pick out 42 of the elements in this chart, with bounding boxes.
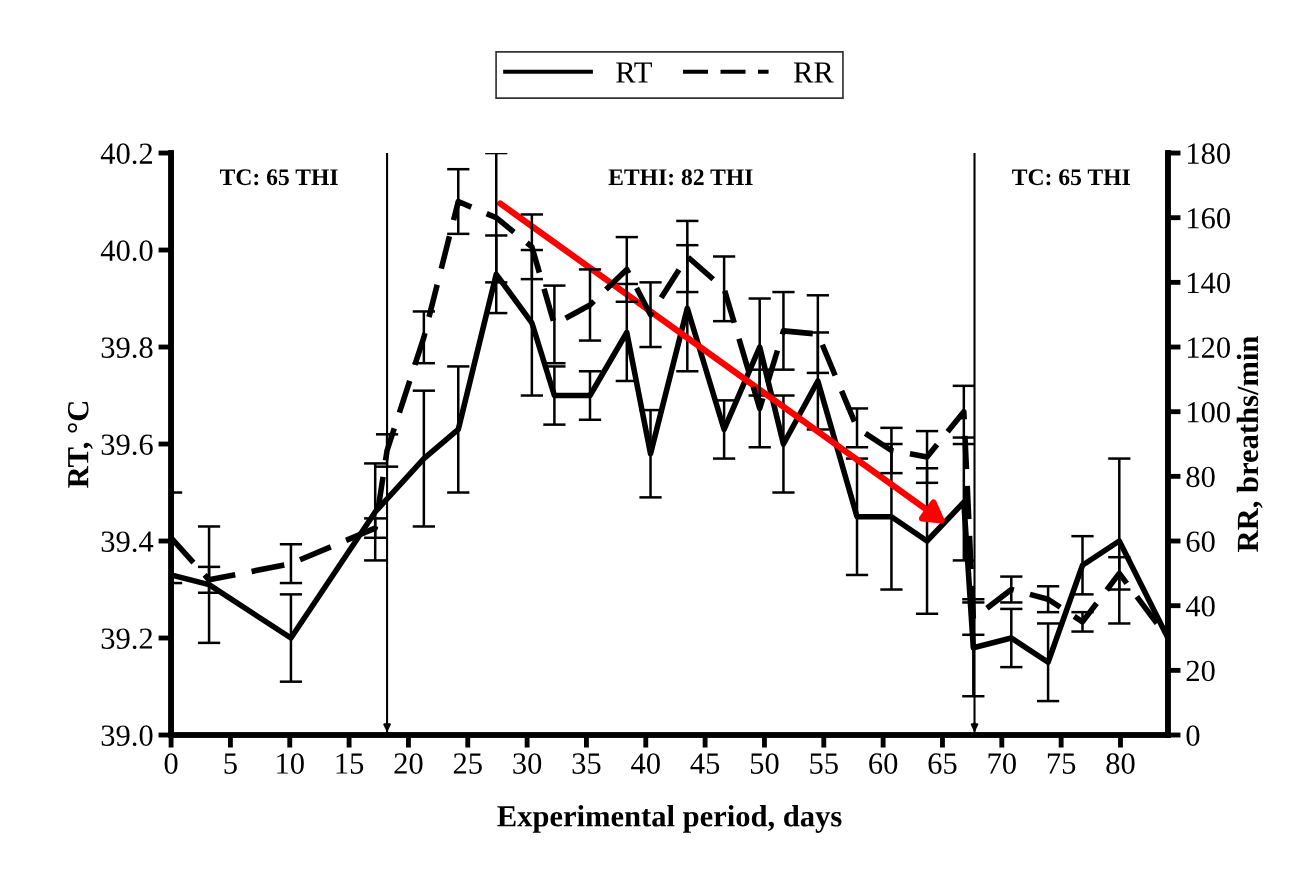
x-tick-label: 60 [869, 753, 898, 774]
x-tick-label: 25 [453, 753, 482, 774]
y2-tick-label: 160 [1188, 207, 1230, 229]
x-tick-label: 0 [164, 753, 178, 774]
x-tick-label: 15 [336, 753, 364, 774]
y2-tick-label: 40 [1185, 595, 1215, 617]
y2-tick-label: 80 [1186, 466, 1215, 488]
y-tick-label: 40.2 [100, 143, 153, 165]
legend-label: RR [793, 62, 834, 83]
annotation: ETHI: 82 THI [608, 169, 753, 186]
x-tick-label: 45 [690, 753, 720, 774]
x-tick-label: 5 [224, 753, 237, 774]
x-tick-label: 75 [1047, 753, 1076, 774]
x-tick-label: 55 [810, 753, 838, 774]
y-tick-label: 39.0 [101, 725, 153, 747]
x-tick-label: 70 [988, 753, 1016, 774]
annotation: TC: 65 THI [219, 169, 338, 186]
y-tick-label: 39.6 [101, 434, 153, 456]
y2-tick-label: 180 [1188, 143, 1230, 164]
y2-axis-title: RR, breaths/min [1236, 336, 1263, 552]
x-axis-title: Experimental period, days [497, 805, 842, 833]
x-tick-label: 80 [1106, 753, 1135, 774]
y-tick-label: 39.4 [101, 531, 154, 553]
y-tick-label: 39.2 [101, 628, 153, 650]
x-tick-label: 40 [631, 753, 660, 774]
x-tick-label: 65 [928, 753, 957, 774]
y-tick-label: 39.8 [101, 337, 153, 359]
x-tick-label: 50 [750, 753, 779, 774]
legend-label: RT [616, 62, 652, 83]
x-tick-label: 10 [277, 753, 304, 774]
y-tick-label: 40.0 [100, 240, 153, 262]
x-tick-label: 30 [513, 753, 542, 774]
y2-tick-label: 100 [1188, 401, 1230, 423]
x-tick-label: 35 [572, 753, 601, 774]
annotation: TC: 65 THI [1012, 169, 1130, 186]
y2-tick-label: 0 [1186, 725, 1200, 746]
x-tick-label: 20 [394, 753, 423, 774]
y2-tick-label: 140 [1188, 272, 1230, 294]
y-axis-title: RT, °C [67, 402, 93, 488]
y2-tick-label: 20 [1186, 660, 1215, 682]
y2-tick-label: 120 [1188, 337, 1230, 358]
y2-tick-label: 60 [1186, 531, 1215, 552]
